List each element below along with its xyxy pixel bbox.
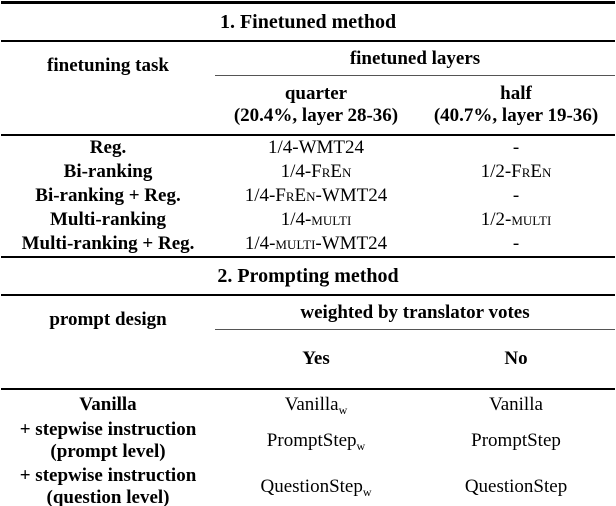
design-label-line-1: + stepwise instruction — [19, 464, 197, 486]
table-row-reg: Reg. 1/4-WMT24 - — [1, 134, 616, 160]
weighted-subscript: w — [338, 402, 348, 417]
table-row-multi-ranking-reg: Multi-ranking + Reg. 1/4-multi-WMT24 - — [1, 232, 615, 257]
quarter-cell: 1/4-WMT24 — [215, 134, 417, 160]
yes-value: QuestionStep — [260, 475, 363, 497]
design-label-line-1: + stepwise instruction — [19, 419, 197, 440]
table-row-bi-ranking-reg: Bi-ranking + Reg. 1/4-FrEn-WMT24 - — [1, 184, 615, 208]
design-cell: + stepwise instruction (question level) — [1, 463, 215, 506]
section-2-title: 2. Prompting method — [1, 256, 616, 296]
weighted-subscript: w — [362, 484, 372, 499]
quarter-column-name: quarter — [284, 83, 348, 105]
quarter-column-detail: (20.4%, layer 28-36) — [233, 105, 399, 126]
quarter-column-header: quarter (20.4%, layer 28-36) — [215, 76, 417, 136]
prompt-design-header: prompt design — [49, 309, 167, 330]
weighted-subscript: w — [356, 438, 366, 453]
yes-value: PromptStep — [266, 429, 357, 451]
yes-cell: Vanillaw — [215, 388, 417, 419]
section-2-group-header-row: prompt design weighted by translator vot… — [1, 295, 616, 330]
task-cell: Bi-ranking + Reg. — [35, 185, 181, 207]
half-column-header: half (40.7%, layer 19-36) — [417, 76, 615, 136]
yes-cell: PromptStepw — [215, 419, 417, 463]
quarter-cell: 1/4-multi-WMT24 — [244, 233, 388, 255]
no-cell: PromptStep — [471, 429, 561, 451]
task-cell: Multi-ranking + Reg. — [21, 233, 195, 255]
section-2-title-row: 2. Prompting method — [1, 256, 616, 296]
section-1-title: 1. Finetuned method — [1, 2, 616, 42]
finetuning-task-header: finetuning task — [47, 55, 169, 76]
task-cell: Bi-ranking — [63, 161, 153, 183]
quarter-cell: 1/4-multi — [280, 209, 352, 231]
design-cell: + stepwise instruction (prompt level) — [1, 419, 215, 463]
task-cell: Reg. — [1, 134, 215, 160]
design-label: Vanilla — [79, 393, 137, 415]
table-row-vanilla: Vanilla Vanillaw Vanilla — [1, 388, 616, 419]
section-2-subheader-row: Yes No — [1, 330, 615, 390]
yes-value: Vanilla — [284, 393, 339, 415]
weighted-votes-header: weighted by translator votes — [215, 295, 616, 330]
half-cell: 1/2-FrEn — [480, 161, 552, 183]
half-column-detail: (40.7%, layer 19-36) — [433, 105, 599, 126]
no-cell: QuestionStep — [464, 475, 568, 497]
no-column-header: No — [504, 348, 528, 370]
table-row-bi-ranking: Bi-ranking 1/4-FrEn 1/2-FrEn — [1, 160, 615, 184]
section-1-group-header-row: finetuning task finetuned layers — [1, 41, 616, 76]
section-1-title-row: 1. Finetuned method — [1, 2, 616, 42]
design-cell: Vanilla — [1, 388, 215, 419]
quarter-cell: 1/4-FrEn-WMT24 — [244, 185, 388, 207]
design-label-line-2: (prompt level) — [50, 440, 166, 462]
yes-cell: QuestionStepw — [215, 463, 417, 506]
table-row-multi-ranking: Multi-ranking 1/4-multi 1/2-multi — [1, 208, 615, 232]
section-1-subheader-row: quarter (20.4%, layer 28-36) half (40.7%… — [1, 76, 615, 136]
table-row-question-step: + stepwise instruction (question level) … — [1, 463, 615, 506]
table-row-prompt-step: + stepwise instruction (prompt level) Pr… — [1, 419, 615, 463]
half-column-name: half — [500, 83, 532, 105]
no-cell: Vanilla — [417, 388, 616, 419]
half-cell: - — [512, 185, 520, 207]
quarter-cell: 1/4-FrEn — [280, 161, 352, 183]
half-cell: 1/2-multi — [480, 209, 552, 231]
finetuned-layers-header: finetuned layers — [215, 41, 616, 76]
half-cell: - — [417, 134, 616, 160]
half-cell: - — [512, 233, 520, 255]
task-cell: Multi-ranking — [49, 209, 167, 231]
yes-column-header: Yes — [302, 348, 330, 370]
design-label-line-2: (question level) — [46, 486, 170, 506]
